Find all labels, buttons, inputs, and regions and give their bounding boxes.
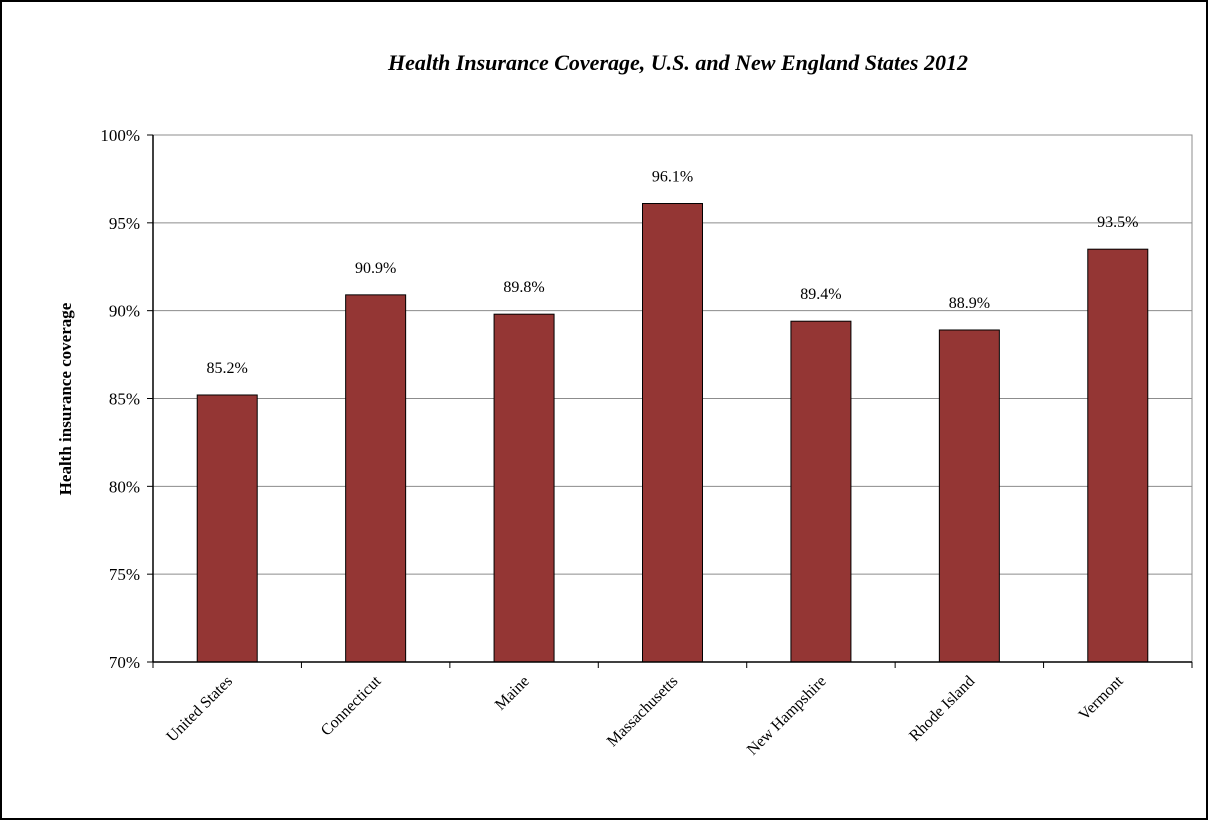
bar — [493, 313, 555, 663]
x-category-label: Vermont — [1076, 672, 1127, 723]
bar — [196, 394, 258, 663]
bar — [1087, 248, 1149, 663]
data-label: 90.9% — [355, 260, 396, 277]
data-label: 89.8% — [503, 279, 544, 296]
bar — [790, 320, 852, 663]
x-category-label: Rhode Island — [906, 673, 978, 745]
bars — [196, 203, 1149, 663]
data-label: 88.9% — [949, 295, 990, 312]
x-category-labels: United States Connecticut Maine Massachuset… — [163, 672, 1127, 758]
data-label: 96.1% — [652, 169, 693, 186]
x-category-label: Connecticut — [318, 672, 385, 739]
y-tick-label: 100% — [100, 126, 140, 145]
data-label: 89.4% — [800, 286, 841, 303]
x-category-label: United States — [163, 673, 236, 746]
data-label: 85.2% — [207, 360, 248, 377]
bar — [642, 203, 703, 663]
y-tick-label: 70% — [109, 653, 140, 672]
x-category-label: New Hampshire — [744, 673, 830, 759]
bar — [345, 294, 407, 663]
chart-title: Health Insurance Coverage, U.S. and New … — [387, 50, 968, 75]
y-tick-label: 85% — [109, 390, 140, 409]
y-tick-label: 80% — [109, 477, 140, 496]
axes — [147, 134, 1193, 668]
y-axis-label: Health insurance coverage — [56, 302, 75, 495]
bar — [938, 329, 1000, 663]
x-category-label: Maine — [492, 673, 533, 714]
data-label: 93.5% — [1097, 214, 1138, 231]
data-labels: 85.2% 90.9% 89.8% 96.1% 89.4% 88.9% 93.5% — [207, 169, 1139, 377]
y-tick-label: 75% — [109, 565, 140, 584]
y-tick-labels: 70% 75% 80% 85% 90% 95% 100% — [100, 126, 140, 672]
x-category-label: Massachusetts — [604, 673, 681, 750]
y-tick-label: 90% — [109, 302, 140, 321]
y-tick-label: 95% — [109, 214, 140, 233]
